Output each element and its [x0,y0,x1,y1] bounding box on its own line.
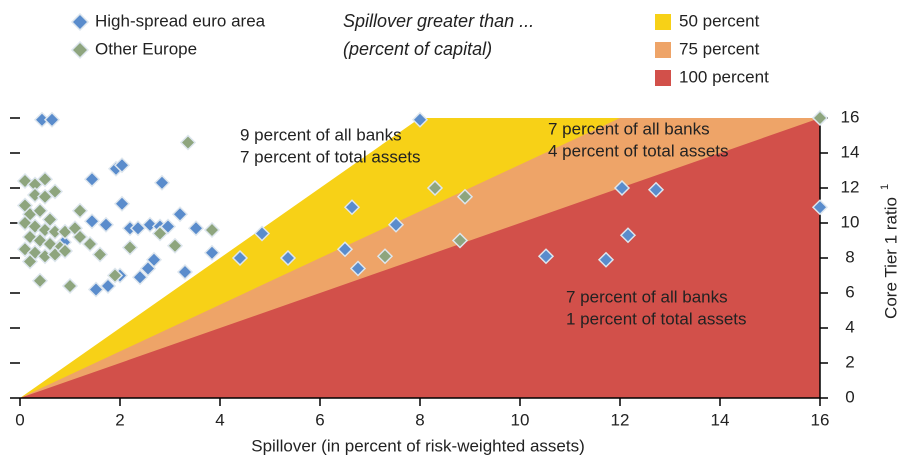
x-tick-label: 16 [811,410,830,429]
point [203,244,221,261]
x-tick-label: 2 [115,410,124,429]
point [203,221,221,239]
annotation: 4 percent of total assets [548,141,729,160]
annotation: 7 percent of total assets [240,147,421,166]
point [71,228,89,246]
point [36,171,54,188]
annotation: 9 percent of all banks [240,125,402,144]
legend-label: 100 percent [679,67,769,86]
point [131,269,149,286]
point [43,111,61,128]
y-axis-label: Core Tier 1 ratio [881,197,900,319]
point [31,272,49,289]
point [141,216,159,233]
point [151,225,169,242]
point [71,202,89,219]
x-tick-label: 4 [215,410,224,429]
point [411,111,429,128]
point [61,277,79,295]
point [811,199,829,216]
y-tick-label: 4 [845,317,854,336]
point [811,109,829,127]
point [81,235,99,253]
x-tick-label: 12 [611,410,630,429]
point [343,199,361,216]
y-tick-label: 14 [841,142,860,161]
y-axis-label-group: Core Tier 1 ratio 1 [879,184,901,319]
point [129,220,147,237]
point [253,225,271,242]
point [376,248,394,265]
point [26,186,44,204]
point [451,232,469,249]
y-axis-label-note: 1 [879,184,891,190]
point [87,281,105,298]
legend-swatch [655,70,671,86]
point [21,253,39,270]
point [647,181,665,198]
point [349,260,367,277]
point [83,171,101,188]
x-axis-label: Spillover (in percent of risk-weighted a… [251,436,585,455]
point [279,249,297,267]
point [613,179,631,197]
legend-label: 75 percent [679,39,760,58]
point [619,227,637,244]
y-tick-label: 8 [845,247,854,266]
point [166,237,184,254]
point [456,188,474,205]
annotation: 7 percent of all banks [548,119,710,138]
legend-swatch [655,42,671,58]
point [171,206,189,223]
x-tick-label: 14 [711,410,730,429]
legend-title: Spillover greater than ... [343,11,534,31]
point [83,213,101,230]
point [179,134,197,151]
point [187,220,205,237]
point [113,195,131,212]
legend-title: (percent of capital) [343,39,492,59]
point [387,216,405,233]
point [121,239,139,256]
x-tick-label: 6 [315,410,324,429]
point [336,241,354,258]
x-tick-label: 0 [15,410,24,429]
y-tick-label: 16 [841,107,860,126]
point [153,174,171,191]
x-tick-label: 8 [415,410,424,429]
point [537,248,555,265]
y-tick-label: 0 [845,387,854,406]
point [56,242,74,260]
point [97,216,115,233]
point [426,179,444,197]
legend-marker [70,40,90,60]
annotation: 7 percent of all banks [566,287,728,306]
point [46,183,64,200]
legend-marker [70,12,90,32]
y-tick-label: 10 [841,212,860,231]
point [139,260,157,277]
point [99,277,117,295]
legend-swatch [655,14,671,30]
annotation: 1 percent of total assets [566,309,747,328]
point [36,188,54,205]
legend-label: 50 percent [679,11,760,30]
y-tick-label: 2 [845,352,854,371]
point [31,202,49,219]
y-tick-label: 6 [845,282,854,301]
point [91,246,109,263]
legend-label: High-spread euro area [95,11,266,30]
y-tick-label: 12 [841,177,860,196]
point [106,267,124,284]
point [113,157,131,174]
point [41,211,59,228]
point [176,263,194,281]
point [36,221,54,239]
point [231,249,249,267]
point [597,251,615,268]
x-tick-label: 10 [511,410,530,429]
legend-label: Other Europe [95,39,197,58]
